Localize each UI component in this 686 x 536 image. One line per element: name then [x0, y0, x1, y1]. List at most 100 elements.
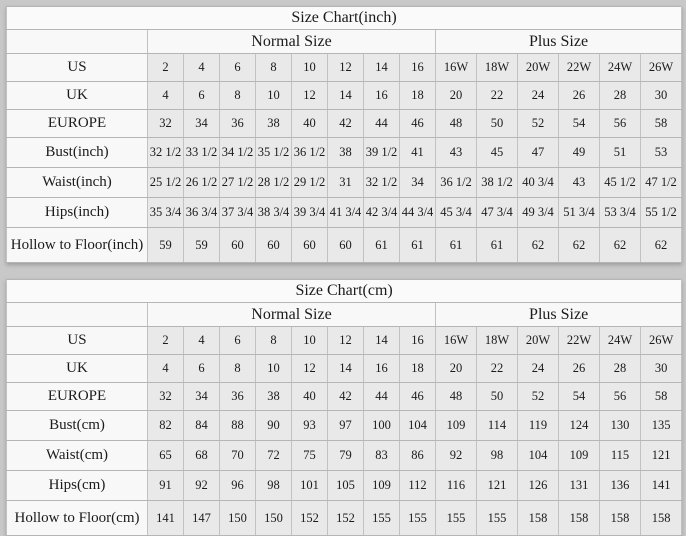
size-value-cell: 60	[219, 227, 256, 263]
size-value-cell: 60	[327, 227, 364, 263]
size-value-cell: 152	[291, 500, 328, 536]
size-value-cell: 112	[399, 470, 436, 501]
size-value-cell: 53	[639, 137, 683, 168]
row-label: US	[6, 326, 148, 355]
size-value-cell: 93	[291, 410, 328, 441]
size-value-cell: 42 3/4	[363, 197, 400, 228]
size-value-cell: 92	[435, 440, 477, 471]
size-value-cell: 28	[599, 81, 641, 110]
size-value-cell: 32 1/2	[147, 137, 184, 168]
size-value-cell: 20W	[517, 326, 559, 355]
size-value-cell: 72	[255, 440, 292, 471]
row-label: EUROPE	[6, 109, 148, 138]
row-label: UK	[6, 81, 148, 110]
size-value-cell: 58	[639, 109, 683, 138]
normal-size-header: Normal Size	[147, 302, 436, 327]
size-value-cell: 35 1/2	[255, 137, 292, 168]
size-value-cell: 136	[599, 470, 641, 501]
size-value-cell: 16	[363, 354, 400, 383]
size-value-cell: 8	[255, 53, 292, 82]
size-value-cell: 46	[399, 109, 436, 138]
size-value-cell: 44 3/4	[399, 197, 436, 228]
size-value-cell: 141	[639, 470, 683, 501]
size-value-cell: 8	[255, 326, 292, 355]
size-value-cell: 62	[639, 227, 683, 263]
row-label: EUROPE	[6, 382, 148, 411]
size-rows-inch: US 2 4 6 8 10 12 14 16 16W 18W 20W 22W 24W 26W UK 4 6 8 10 1…	[6, 53, 683, 263]
table-row: UK 4 6 8 10 12 14 16 18 20 22 24 26 28 30	[6, 81, 683, 110]
size-value-cell: 104	[517, 440, 559, 471]
size-value-cell: 38	[327, 137, 364, 168]
size-value-cell: 10	[291, 53, 328, 82]
size-value-cell: 86	[399, 440, 436, 471]
size-value-cell: 42	[327, 109, 364, 138]
size-value-cell: 39 3/4	[291, 197, 328, 228]
size-value-cell: 126	[517, 470, 559, 501]
row-label: US	[6, 53, 148, 82]
size-value-cell: 31	[327, 167, 364, 198]
row-label: UK	[6, 354, 148, 383]
row-label: Hollow to Floor(inch)	[6, 227, 148, 263]
size-value-cell: 55 1/2	[639, 197, 683, 228]
size-value-cell: 45	[476, 137, 518, 168]
size-value-cell: 30	[639, 354, 683, 383]
size-value-cell: 40 3/4	[517, 167, 559, 198]
table-row: EUROPE 32 34 36 38 40 42 44 46 48 50 52 54 56 58	[6, 382, 683, 411]
size-value-cell: 18W	[476, 53, 518, 82]
size-value-cell: 32 1/2	[363, 167, 400, 198]
size-value-cell: 32	[147, 109, 184, 138]
size-value-cell: 46	[399, 382, 436, 411]
row-label: Hollow to Floor(cm)	[6, 500, 148, 536]
size-value-cell: 14	[363, 326, 400, 355]
table-title: Size Chart(inch)	[5, 6, 683, 30]
size-value-cell: 34	[183, 109, 220, 138]
size-value-cell: 26W	[639, 53, 683, 82]
size-value-cell: 36	[219, 382, 256, 411]
size-value-cell: 61	[363, 227, 400, 263]
size-value-cell: 38 1/2	[476, 167, 518, 198]
size-value-cell: 26W	[639, 326, 683, 355]
size-value-cell: 70	[219, 440, 256, 471]
size-value-cell: 100	[363, 410, 400, 441]
size-value-cell: 40	[291, 382, 328, 411]
size-value-cell: 22W	[558, 326, 600, 355]
size-value-cell: 41	[399, 137, 436, 168]
size-value-cell: 22	[476, 81, 518, 110]
size-value-cell: 41 3/4	[327, 197, 364, 228]
size-value-cell: 24W	[599, 326, 641, 355]
size-value-cell: 34	[183, 382, 220, 411]
size-rows-cm: US 2 4 6 8 10 12 14 16 16W 18W 20W 22W 24W 26W UK 4 6 8 10 1…	[6, 326, 683, 536]
size-value-cell: 34	[399, 167, 436, 198]
size-value-cell: 45 1/2	[599, 167, 641, 198]
size-value-cell: 155	[399, 500, 436, 536]
size-value-cell: 8	[219, 81, 256, 110]
size-value-cell: 35 3/4	[147, 197, 184, 228]
size-value-cell: 104	[399, 410, 436, 441]
size-value-cell: 124	[558, 410, 600, 441]
size-value-cell: 49	[558, 137, 600, 168]
size-value-cell: 38	[255, 109, 292, 138]
size-value-cell: 28 1/2	[255, 167, 292, 198]
plus-size-header: Plus Size	[434, 29, 683, 54]
size-value-cell: 30	[639, 81, 683, 110]
size-value-cell: 26	[558, 354, 600, 383]
table-row: EUROPE 32 34 36 38 40 42 44 46 48 50 52 54 56 58	[6, 109, 683, 138]
size-value-cell: 75	[291, 440, 328, 471]
size-value-cell: 10	[255, 81, 292, 110]
size-value-cell: 20	[435, 354, 477, 383]
size-value-cell: 36 1/2	[435, 167, 477, 198]
size-value-cell: 27 1/2	[219, 167, 256, 198]
size-value-cell: 91	[147, 470, 184, 501]
size-value-cell: 52	[517, 382, 559, 411]
size-value-cell: 56	[599, 382, 641, 411]
size-value-cell: 150	[219, 500, 256, 536]
size-value-cell: 16W	[435, 53, 477, 82]
size-value-cell: 97	[327, 410, 364, 441]
size-value-cell: 82	[147, 410, 184, 441]
size-value-cell: 61	[399, 227, 436, 263]
size-value-cell: 65	[147, 440, 184, 471]
group-header-row: Normal Size Plus Size	[6, 302, 683, 327]
size-value-cell: 43	[558, 167, 600, 198]
normal-size-header: Normal Size	[147, 29, 436, 54]
size-value-cell: 45 3/4	[435, 197, 477, 228]
